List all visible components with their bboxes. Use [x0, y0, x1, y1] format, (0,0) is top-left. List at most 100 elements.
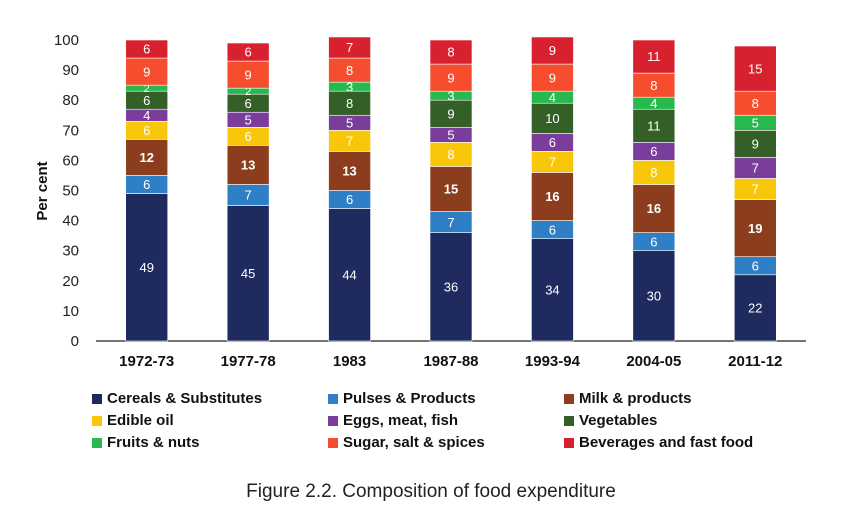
data-label: 9	[549, 70, 556, 85]
data-label: 6	[650, 144, 657, 159]
bar-segment	[226, 42, 270, 62]
data-label: 11	[647, 49, 661, 64]
data-label: 6	[143, 93, 150, 108]
data-label: 4	[650, 96, 657, 111]
y-axis-label: Per cent	[34, 161, 51, 220]
y-tick-label: 20	[62, 273, 79, 290]
data-label: 2	[144, 83, 150, 95]
data-label: 36	[444, 280, 458, 295]
legend-item: Milk & products	[564, 389, 832, 408]
x-tick-label: 2004-05	[626, 353, 681, 370]
y-tick-label: 30	[62, 243, 79, 260]
data-label: 2	[245, 86, 251, 98]
bar-segment	[733, 130, 777, 158]
legend-item: Edible oil	[92, 411, 328, 430]
data-label: 3	[346, 79, 353, 94]
bar-segment	[733, 199, 777, 258]
bar-segment	[632, 160, 676, 185]
data-label: 10	[545, 111, 559, 126]
data-label: 4	[143, 108, 150, 123]
bar-segment	[125, 39, 169, 59]
bar-segment	[328, 90, 371, 116]
data-label: 19	[748, 221, 762, 236]
bar-segment	[429, 166, 473, 212]
legend-label: Vegetables	[579, 412, 658, 429]
legend-item: Fruits & nuts	[92, 433, 328, 452]
bar-segment	[328, 57, 371, 83]
data-label: 7	[752, 161, 759, 176]
data-label: 22	[748, 301, 762, 316]
data-label: 7	[245, 188, 252, 203]
y-tick-label: 80	[62, 92, 79, 109]
data-label: 8	[346, 63, 353, 78]
data-label: 6	[752, 258, 759, 273]
data-label: 6	[245, 96, 252, 111]
bar-segment	[733, 45, 777, 92]
data-label: 5	[447, 127, 454, 142]
data-label: 6	[245, 129, 252, 144]
data-label: 16	[545, 189, 559, 204]
bar-segment	[226, 205, 270, 342]
data-label: 8	[752, 96, 759, 111]
legend-swatch	[92, 393, 102, 404]
bar-segment	[531, 172, 574, 221]
bar-segment	[226, 145, 270, 185]
data-label: 7	[346, 40, 353, 55]
data-label: 6	[650, 234, 657, 249]
y-tick-label: 0	[71, 333, 79, 350]
chart-title: Figure 2.2. Composition of food expendit…	[246, 481, 616, 502]
data-label: 6	[549, 222, 556, 237]
data-label: 15	[748, 61, 762, 76]
legend-item: Sugar, salt & spices	[328, 433, 564, 452]
legend-swatch	[92, 415, 102, 426]
data-label: 15	[444, 182, 458, 197]
data-label: 9	[447, 106, 454, 121]
legend-item: Cereals & Substitutes	[92, 389, 328, 408]
y-tick-label: 10	[62, 303, 79, 320]
legend: Cereals & Substitutes Pulses & Products Mi…	[92, 389, 832, 452]
bar-segment	[429, 142, 473, 167]
x-tick-label: 1977-78	[221, 353, 276, 370]
legend-swatch	[328, 437, 338, 448]
bar-segment	[632, 184, 676, 233]
data-label: 5	[245, 112, 252, 127]
bar-segment	[531, 102, 574, 134]
bar-segment	[328, 151, 371, 191]
data-label: 45	[241, 266, 255, 281]
legend-label: Sugar, salt & spices	[343, 434, 485, 451]
data-label: 8	[447, 147, 454, 162]
bar-segment	[531, 238, 574, 342]
data-label: 3	[447, 88, 454, 103]
legend-label: Fruits & nuts	[107, 434, 200, 451]
bar-segment	[125, 57, 169, 86]
bar-segment	[429, 63, 473, 92]
legend-label: Beverages and fast food	[579, 434, 754, 451]
bar-segment	[429, 232, 473, 342]
data-label: 13	[241, 158, 255, 173]
legend-label: Cereals & Substitutes	[107, 390, 263, 407]
data-label: 12	[139, 150, 153, 165]
data-label: 30	[647, 289, 661, 304]
legend-label: Edible oil	[107, 412, 174, 429]
data-label: 7	[346, 134, 353, 149]
data-label: 44	[342, 267, 356, 282]
x-tick-label: 1987-88	[423, 353, 478, 370]
data-label: 9	[143, 64, 150, 79]
x-tick-label: 1993-94	[525, 353, 581, 370]
data-label: 5	[752, 115, 759, 130]
bar-segment	[632, 108, 676, 143]
x-axis-tick-labels: 1972-73 1977-78 1983 1987-88 1993-94 2004-05 2…	[119, 353, 782, 370]
bar-segment	[226, 60, 270, 89]
y-tick-label: 90	[62, 62, 79, 79]
data-label: 9	[447, 70, 454, 85]
bar-segment	[328, 36, 371, 59]
data-label: 16	[647, 201, 661, 216]
data-label: 4	[549, 90, 556, 105]
bar-segment	[125, 139, 169, 176]
bar-segment	[733, 274, 777, 342]
data-label: 49	[139, 260, 153, 275]
y-tick-label: 100	[54, 32, 79, 49]
legend-item: Beverages and fast food	[564, 433, 832, 452]
legend-swatch	[564, 437, 574, 448]
